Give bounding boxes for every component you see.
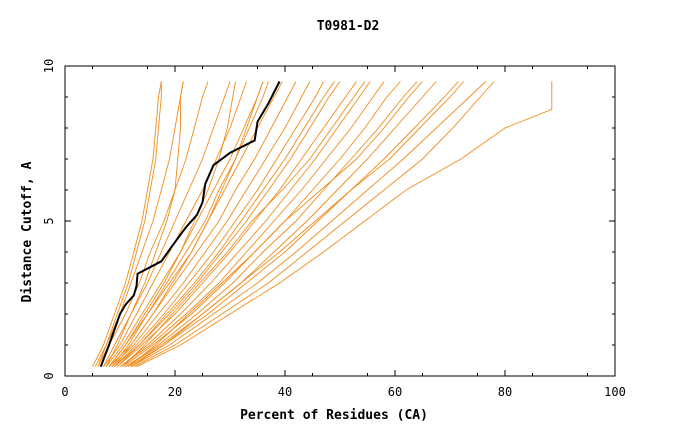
x-tick-label: 20 — [168, 385, 182, 399]
series-line-13 — [119, 81, 371, 368]
x-tick-label: 60 — [388, 385, 402, 399]
series-line-12 — [117, 81, 357, 368]
x-tick-label: 80 — [498, 385, 512, 399]
highlight-series-line — [99, 81, 281, 368]
x-tick-label: 100 — [604, 385, 626, 399]
series-line-25 — [114, 81, 264, 367]
series-line-26 — [116, 81, 335, 368]
series-line-28 — [128, 81, 423, 368]
series-line-22 — [97, 81, 162, 367]
series-line-9 — [111, 81, 311, 368]
series-line-5 — [103, 81, 247, 367]
highlight-group — [99, 81, 281, 368]
series-line-18 — [128, 81, 459, 368]
y-tick-label: 10 — [42, 59, 56, 73]
series-line-14 — [119, 81, 385, 368]
x-tick-label: 0 — [61, 385, 68, 399]
tick-group: 0 20 40 60 80 100 0 5 10 — [42, 59, 626, 399]
series-line-19 — [130, 81, 487, 368]
series-line-30 — [111, 81, 269, 367]
series-line-10 — [114, 81, 324, 368]
series-line-4 — [103, 81, 231, 367]
series-line-8 — [108, 81, 297, 368]
chart-title: T0981-D2 — [317, 19, 380, 34]
plot-frame — [64, 65, 616, 377]
y-axis-label: Distance Cutoff, A — [20, 161, 35, 302]
series-line-3 — [97, 81, 209, 367]
series-line-29 — [130, 81, 465, 368]
series-group — [92, 81, 553, 368]
series-line-20 — [133, 81, 495, 368]
series-line-24 — [108, 81, 236, 367]
series-line-1 — [92, 81, 162, 367]
series-line-21 — [136, 81, 553, 368]
plot-area: 0 20 40 60 80 100 0 5 10 — [42, 59, 626, 399]
series-line-27 — [122, 81, 366, 368]
y-tick-label: 5 — [42, 217, 56, 224]
series-line-11 — [114, 81, 341, 368]
y-tick-label: 0 — [42, 372, 56, 379]
series-line-6 — [105, 81, 264, 367]
series-line-17 — [125, 81, 437, 368]
x-tick-label: 40 — [278, 385, 292, 399]
x-axis-label: Percent of Residues (CA) — [240, 408, 428, 423]
series-line-16 — [125, 81, 418, 368]
series-line-23 — [105, 81, 184, 367]
